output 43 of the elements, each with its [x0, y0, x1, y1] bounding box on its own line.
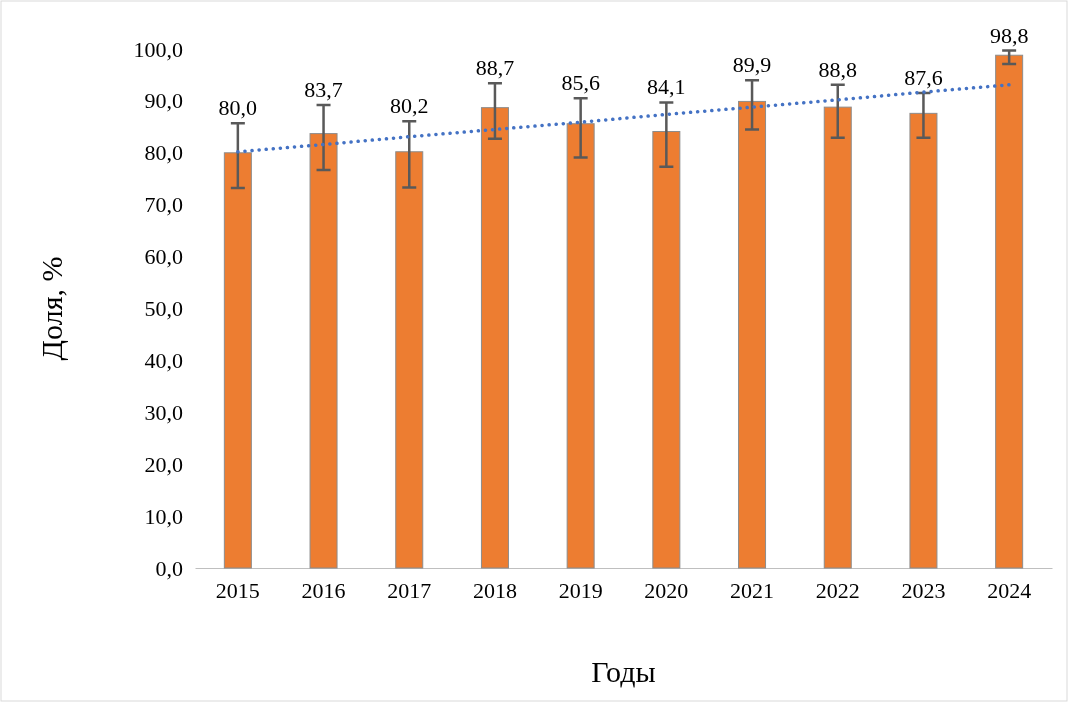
bar: [566, 123, 595, 569]
bar: [309, 133, 338, 569]
x-tick-label: 2018: [472, 577, 517, 603]
bar: [823, 106, 852, 569]
data-label: 88,7: [475, 55, 515, 81]
y-tick-label: 20,0: [144, 451, 183, 477]
x-tick-label: 2020: [644, 577, 689, 603]
data-label: 83,7: [304, 77, 343, 103]
x-tick-label: 2024: [987, 577, 1032, 603]
y-tick-label: 80,0: [144, 140, 183, 166]
y-axis-title: Доля, %: [35, 256, 68, 361]
data-label: 85,6: [561, 70, 600, 96]
x-tick-label: 2021: [730, 577, 775, 603]
y-tick-label: 90,0: [144, 88, 183, 114]
data-label: 87,6: [904, 65, 943, 91]
bar: [995, 54, 1024, 569]
x-tick-label: 2023: [901, 577, 946, 603]
y-tick-label: 30,0: [144, 399, 183, 425]
y-tick-label: 60,0: [144, 244, 183, 270]
y-tick-label: 50,0: [144, 296, 183, 322]
data-label: 80,2: [390, 93, 429, 119]
bar: [480, 107, 509, 569]
data-label: 84,1: [647, 74, 686, 100]
y-tick-label: 40,0: [144, 347, 183, 373]
x-tick-label: 2019: [558, 577, 603, 603]
data-label: 89,9: [732, 52, 772, 78]
data-label: 80,0: [218, 95, 258, 121]
x-axis-title: Годы: [591, 655, 656, 688]
x-tick-label: 2016: [301, 577, 346, 603]
bar: [395, 151, 424, 569]
x-tick-label: 2022: [815, 577, 860, 603]
bar: [909, 112, 938, 569]
data-label: 98,8: [989, 22, 1029, 48]
x-tick-label: 2015: [215, 577, 260, 603]
y-tick-label: 100,0: [133, 36, 183, 62]
y-tick-label: 0,0: [155, 555, 183, 581]
bar: [738, 100, 767, 569]
data-label: 88,8: [818, 56, 857, 82]
bar: [652, 131, 681, 569]
bar: [223, 152, 252, 569]
y-tick-label: 10,0: [144, 503, 183, 529]
x-tick-label: 2017: [387, 577, 432, 603]
y-tick-label: 70,0: [144, 192, 183, 218]
